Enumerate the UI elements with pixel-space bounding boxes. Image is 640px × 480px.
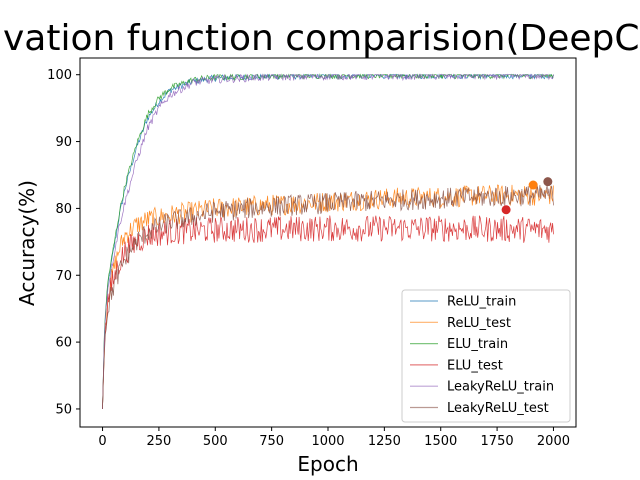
series-line-leakyrelu-train (102, 73, 554, 410)
series-line-elu-train (102, 73, 554, 410)
marker-relu-test (528, 180, 538, 190)
series-line-leakyrelu-test (102, 185, 554, 410)
legend-label: LeakyReLU_test (447, 401, 549, 416)
x-tick-label: 1250 (368, 434, 401, 449)
y-tick-label: 60 (55, 336, 72, 351)
x-tick-label: 750 (259, 434, 284, 449)
marker-elu-test (501, 205, 511, 215)
legend-label: LeakyReLU_train (447, 380, 554, 395)
marker-layer (501, 177, 553, 215)
x-tick-label: 1000 (311, 434, 344, 449)
x-tick-label: 500 (203, 434, 228, 449)
legend: ReLU_train ReLU_test ELU_train ELU_test Leak… (401, 289, 571, 423)
y-axis-label: Accuracy(%) (15, 180, 39, 306)
y-tick-label: 70 (55, 269, 72, 284)
series-line-elu-test (102, 215, 554, 410)
marker-leakyrelu-test (543, 177, 553, 187)
legend-box (401, 289, 571, 423)
y-tick-label: 100 (47, 68, 72, 83)
y-tick-label: 90 (55, 135, 72, 150)
x-axis-label: Epoch (297, 452, 358, 476)
x-tick-label: 1500 (424, 434, 457, 449)
x-tick-label: 2000 (537, 434, 570, 449)
x-tick-label: 0 (98, 434, 106, 449)
y-axis: 50 60 70 80 90 100 (47, 68, 80, 417)
y-tick-label: 80 (55, 202, 72, 217)
legend-label: ELU_test (447, 358, 503, 373)
x-axis: 0 250 500 750 1000 1250 1500 1750 2000 (98, 427, 570, 449)
legend-label: ReLU_train (447, 295, 516, 310)
legend-label: ELU_train (447, 337, 508, 352)
y-tick-label: 50 (55, 402, 72, 417)
series-layer (102, 73, 554, 410)
chart-title: ivation function comparision(DeepConv (0, 18, 640, 59)
x-tick-label: 1750 (481, 434, 514, 449)
legend-label: ReLU_test (447, 316, 511, 331)
x-tick-label: 250 (146, 434, 171, 449)
